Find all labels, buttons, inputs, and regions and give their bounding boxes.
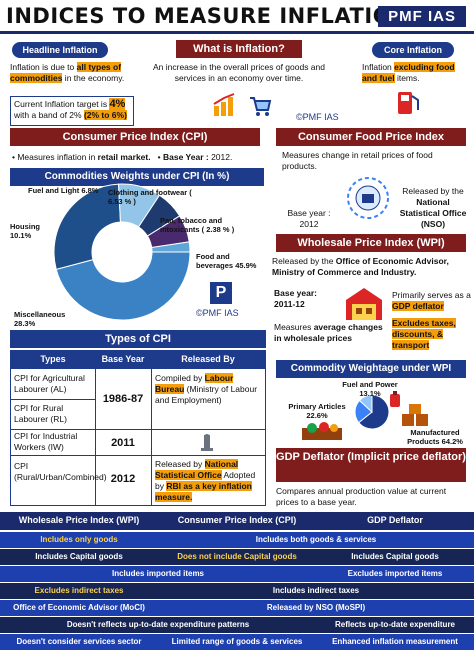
wpi-measures: Measures average changes in wholesale pr… [274, 322, 383, 343]
cpi-label-fuel: Fuel and Light 6.8% [28, 186, 99, 195]
types-row-rl: CPI for Rural Labourer (RL) [14, 403, 67, 424]
what-text: An increase in the overall prices of goo… [153, 62, 325, 83]
compare-row-3: Includes imported items Excludes importe… [0, 566, 474, 582]
types-year-3: 2012 [110, 473, 136, 485]
gdp-label: GDP Deflator (Implicit price deflator) [276, 448, 466, 482]
cfpi-base: Base year :2012 [287, 208, 331, 229]
fuel-can-icon [388, 390, 402, 408]
compare-row-5: Office of Economic Advisor (MoCI) Releas… [0, 600, 474, 616]
slice-food-and-beverages [55, 251, 191, 321]
types-label: Types of CPI [10, 330, 266, 348]
fuel-pump-icon [394, 88, 424, 116]
wpi-weights-chart [354, 394, 390, 430]
types-header-type: Types [40, 354, 66, 364]
types-year-2: 2011 [111, 437, 135, 449]
cpi-label-food: Food and beverages 45.9% [196, 252, 257, 270]
types-row-iw: CPI for Industrial Workers (IW) [14, 431, 78, 452]
cpi-label: Consumer Price Index (CPI) [10, 128, 260, 146]
slice-fuel-and-power [358, 394, 373, 414]
wpi-label-primary: Primary Articles 22.6% [288, 402, 346, 420]
gdp-text: Compares annual production value at curr… [276, 486, 447, 507]
inflation-target: Current Inflation target is 4% with a ba… [10, 96, 134, 126]
core-label: Core Inflation [372, 42, 454, 58]
core-text: Inflation excluding food and fuel items. [362, 62, 455, 83]
wpi-label: Wholesale Price Index (WPI) [276, 234, 466, 252]
compare-row-4: Excludes indirect taxes Includes indirec… [0, 583, 474, 599]
compare-header-wpi: Wholesale Price Index (WPI) [18, 515, 140, 525]
wpi-released: Released by the Office of Economic Advis… [272, 256, 449, 277]
cfpi-text: Measures change in retail prices of food… [282, 150, 433, 171]
types-header-released: Released By [181, 354, 235, 364]
headline-text: Inflation is due to all types of commodi… [10, 62, 125, 83]
wpi-serves: Primarily serves as a GDP deflator [392, 290, 471, 311]
cpi-weights-chart [53, 183, 191, 321]
brand-logo: PMF IAS [378, 6, 466, 27]
wpi-base: Base year: 2011-12 [274, 288, 318, 309]
warehouse-icon [344, 286, 384, 322]
watermark-top: ©PMF IAS [296, 112, 339, 122]
compare-header-cpi: Consumer Price Index (CPI) [177, 515, 297, 525]
produce-icon [300, 422, 344, 440]
cart-icon [248, 92, 272, 118]
wpi-label-fuel: Fuel and Power 13.1% [342, 380, 398, 398]
types-row-cpi: CPI (Rural/Urban/Combined) [14, 461, 107, 482]
slice-pan-tobacco-and-intoxicants [151, 241, 191, 253]
compare-row-7: Doesn't consider services sector Limited… [0, 634, 474, 650]
slice-miscellaneous [53, 183, 122, 270]
cpi-label-clothing: Clothing and footwear ( 6.53 % ) [108, 188, 192, 206]
types-table: Types Base Year Released By CPI for Agri… [10, 350, 266, 506]
types-released-1: Compiled by Labour Bureau (Ministry of L… [155, 373, 258, 405]
compare-row-2: Includes Capital goods Does not include … [0, 549, 474, 565]
wpi-excludes: Excludes taxes, discounts, & transport [392, 318, 456, 350]
headline-label: Headline Inflation [12, 42, 108, 58]
watermark-mid: ©PMF IAS [196, 308, 239, 318]
wpi-weights-label: Commodity Weightage under WPI [276, 360, 466, 378]
page-title: INDICES TO MEASURE INFLATION [6, 4, 410, 28]
coins-icon [212, 92, 238, 118]
cfpi-released: Released by the National Statistical Offi… [399, 186, 467, 229]
cpi-label-housing: Housing 10.1% [10, 222, 40, 240]
nso-emblem-icon [346, 176, 390, 220]
types-header-year: Base Year [101, 354, 145, 364]
wpi-label-manufactured: Manufactured Products 64.2% [407, 428, 463, 446]
weights-label: Commodities Weights under CPI (In %) [10, 168, 264, 186]
slice-manufactured-products [358, 394, 390, 430]
cfpi-label: Consumer Food Price Index [276, 128, 466, 146]
cpi-label-misc: Miscellaneous 28.3% [14, 310, 66, 328]
types-row-al: CPI for Agricultural Labourer (AL) [14, 373, 85, 394]
compare-row-6: Doesn't reflects up-to-date expenditure … [0, 617, 474, 633]
comparison-table: Wholesale Price Index (WPI) Consumer Pri… [0, 512, 474, 663]
what-label: What is Inflation? [176, 40, 302, 58]
compare-row-1: Includes only goods Includes both goods … [0, 532, 474, 548]
emblem-icon [197, 433, 217, 453]
cpi-points: • Measures inflation in retail market. •… [12, 152, 233, 162]
compare-header-gdp: GDP Deflator [367, 515, 423, 525]
types-year-1: 1986-87 [102, 393, 144, 405]
header: INDICES TO MEASURE INFLATION PMF IAS [0, 0, 474, 34]
types-released-2: Released by National Statistical Office … [155, 459, 256, 502]
pmf-logo-icon: P [210, 282, 232, 304]
cpi-label-pan: Pan, tobacco and intoxicants ( 2.38 % ) [160, 216, 235, 234]
boxes-icon [400, 404, 432, 428]
